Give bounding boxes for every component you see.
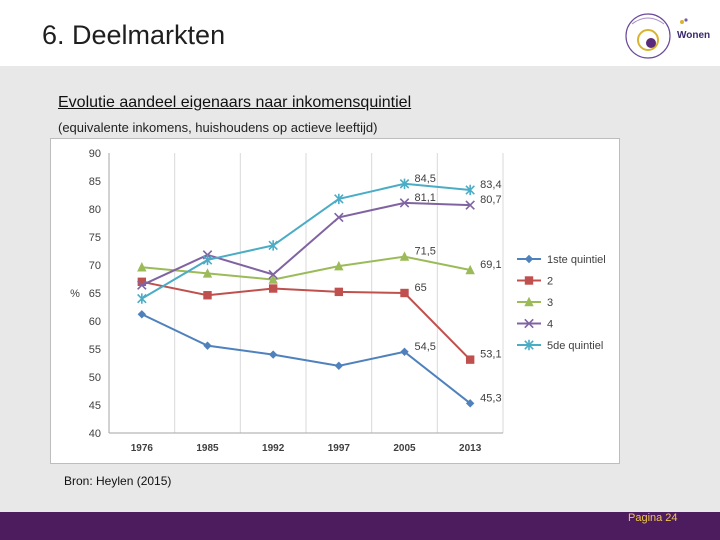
data-point	[465, 355, 475, 364]
data-point	[137, 262, 147, 272]
y-axis-label: %	[70, 288, 80, 300]
data-label: 71,5	[415, 246, 436, 258]
data-label: 80,7	[480, 194, 501, 206]
chart-subtitle: (equivalente inkomens, huishoudens op ac…	[58, 120, 378, 135]
data-point	[334, 212, 344, 223]
data-point	[465, 264, 475, 275]
line-chart: 40 45 50 55 60 65 70 75 80 85 90% 1976 1985 1992 1997 2…	[70, 148, 606, 454]
data-label: 81,1	[415, 192, 436, 204]
legend-label: 4	[547, 319, 553, 331]
y-tick-label: 45	[89, 400, 101, 412]
data-point	[399, 178, 410, 189]
series-line	[141, 182, 471, 300]
data-point	[203, 291, 212, 300]
data-label: 69,1	[480, 259, 501, 271]
legend-label: 5de quintiel	[547, 340, 603, 352]
y-tick-label: 40	[89, 428, 101, 440]
data-point	[268, 350, 278, 359]
slide-footer: Pagina 24	[0, 512, 720, 540]
data-point	[203, 341, 212, 350]
x-tick-label: 2005	[393, 443, 416, 454]
data-label: 45,3	[480, 392, 501, 404]
wonen-logo: Wonen	[618, 6, 714, 64]
x-tick-label: 1992	[262, 443, 285, 454]
y-tick-label: 55	[89, 344, 101, 356]
slide-header: 6. Deelmarkten Wonen	[0, 0, 720, 66]
chart-frame: 40 45 50 55 60 65 70 75 80 85 90% 1976 1985 1992 1997 2…	[50, 138, 620, 464]
y-tick-label: 85	[89, 176, 101, 188]
legend-marker	[524, 254, 534, 264]
data-point	[268, 269, 278, 280]
y-tick-label: 60	[89, 316, 101, 328]
legend-label: 2	[547, 276, 553, 288]
data-point	[334, 260, 344, 271]
slide-content: Evolutie aandeel eigenaars naar inkomens…	[0, 66, 720, 512]
data-point	[137, 280, 147, 290]
logo-emblem-icon	[625, 13, 688, 59]
page-number: Pagina 24	[628, 512, 678, 524]
data-point	[399, 198, 410, 208]
data-point	[334, 361, 344, 370]
data-point	[400, 288, 409, 298]
legend-marker	[524, 339, 534, 351]
data-point	[399, 251, 410, 261]
data-point	[400, 347, 409, 356]
y-tick-label: 50	[89, 372, 101, 384]
x-tick-label: 1976	[131, 443, 154, 454]
data-label: 83,4	[480, 179, 501, 191]
data-label: 54,5	[415, 341, 436, 353]
series-line	[141, 255, 471, 281]
data-label: 53,1	[480, 349, 501, 361]
y-tick-label: 90	[89, 148, 101, 160]
y-tick-label: 75	[89, 232, 101, 244]
y-tick-label: 70	[89, 260, 101, 272]
slide-title: 6. Deelmarkten	[42, 20, 226, 50]
y-tick-label: 65	[89, 288, 101, 300]
x-tick-label: 2013	[459, 443, 482, 454]
data-point	[202, 254, 213, 266]
data-point	[268, 274, 278, 284]
series-line	[141, 280, 471, 361]
data-point	[334, 287, 344, 297]
legend-marker	[524, 276, 534, 285]
x-tick-label: 1985	[196, 443, 219, 454]
logo-text: Wonen	[677, 30, 711, 41]
data-point	[465, 399, 475, 408]
series-line	[141, 201, 471, 287]
legend-label: 1ste quintiel	[547, 254, 606, 266]
legend-label: 3	[547, 297, 553, 309]
data-point	[202, 268, 213, 278]
data-point	[268, 240, 278, 251]
data-point	[465, 200, 475, 210]
data-point	[334, 193, 344, 205]
data-point	[137, 277, 147, 286]
data-label: 84,5	[415, 173, 436, 185]
legend-marker	[524, 296, 534, 307]
data-point	[465, 184, 475, 196]
chart-title: Evolutie aandeel eigenaars naar inkomens…	[58, 94, 412, 111]
data-point	[137, 310, 147, 319]
data-point	[268, 284, 278, 293]
legend-marker	[524, 318, 534, 329]
y-tick-label: 80	[89, 204, 101, 216]
data-label: 65	[415, 282, 427, 294]
source-note: Bron: Heylen (2015)	[64, 474, 172, 488]
data-point	[137, 293, 147, 304]
series-line	[141, 313, 471, 405]
x-tick-label: 1997	[328, 443, 351, 454]
